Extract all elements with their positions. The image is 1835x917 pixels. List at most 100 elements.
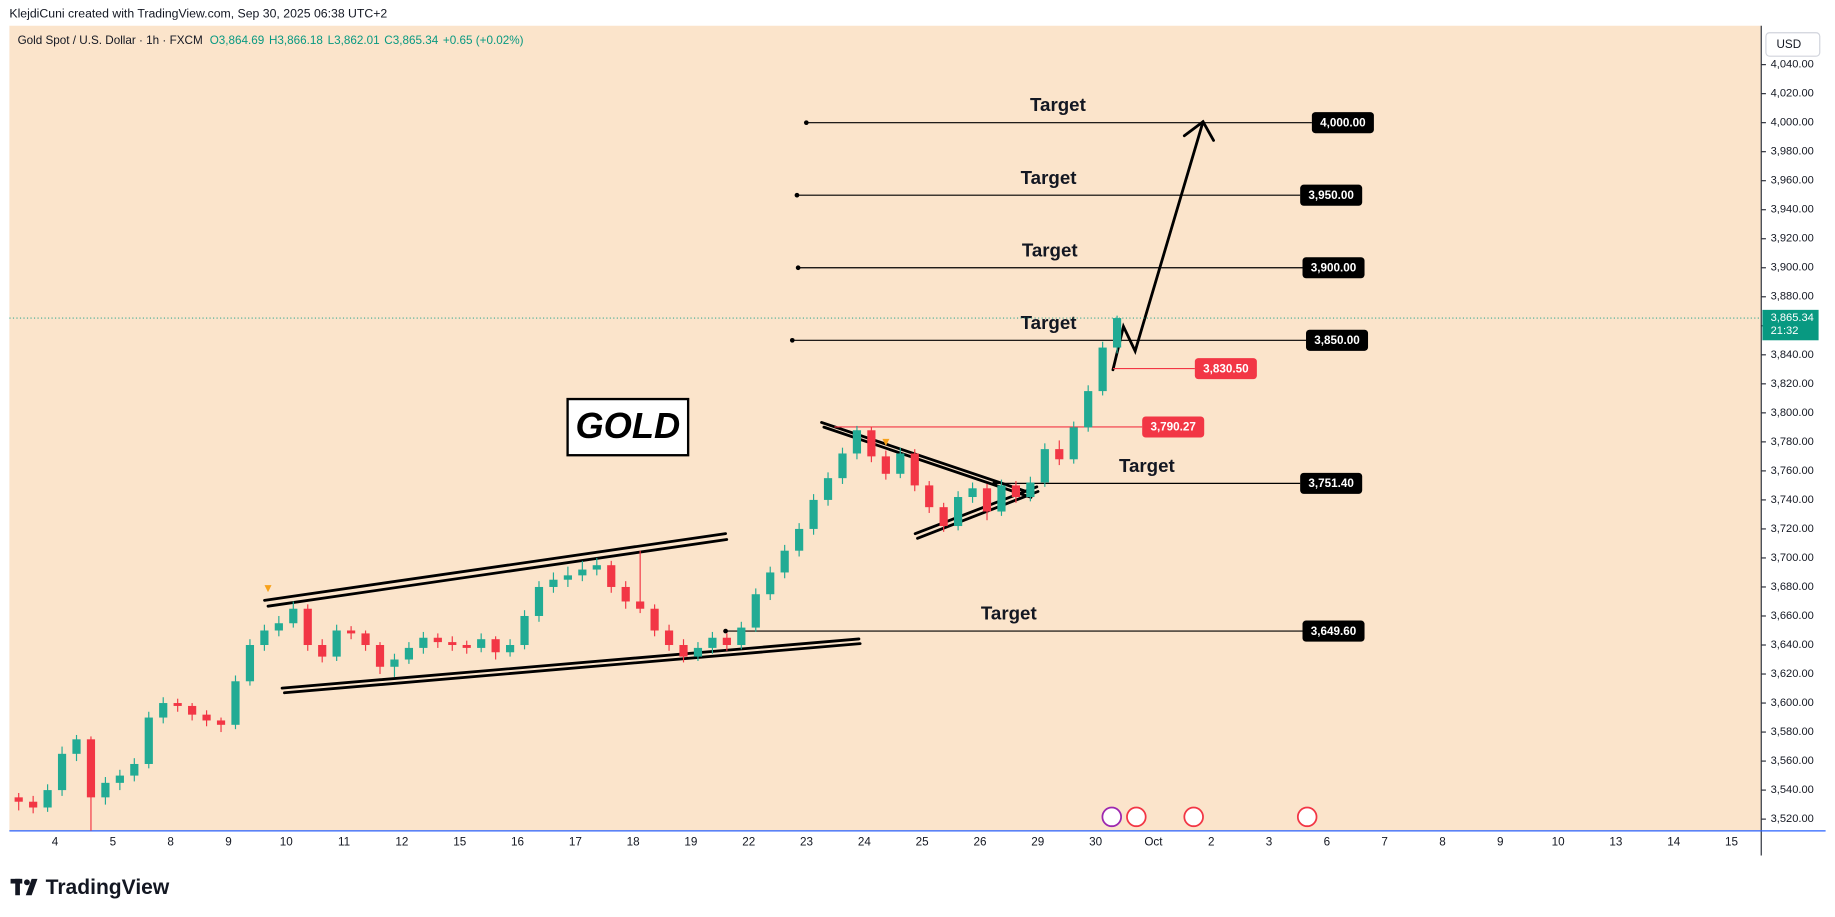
level-anchor: [723, 628, 728, 634]
level-label: 3,950.00: [1308, 189, 1354, 202]
x-tick-label: 5: [110, 836, 117, 849]
candle-body: [722, 637, 731, 646]
candle-body: [1040, 449, 1049, 483]
candle-body: [448, 642, 457, 646]
candle-body: [607, 565, 616, 587]
y-tick-label: 3,600.00: [1771, 697, 1814, 709]
event-icon[interactable]: [1183, 806, 1204, 828]
logo-shape: [25, 878, 38, 896]
x-tick-label: 2: [1208, 836, 1215, 849]
y-tick-label: 3,580.00: [1771, 726, 1814, 738]
candle-body: [809, 499, 818, 529]
level-label: 3,900.00: [1311, 261, 1357, 274]
level-box: [1300, 184, 1363, 206]
candle-body: [86, 739, 96, 798]
candle-body: [505, 645, 515, 653]
x-tick-label: 15: [453, 836, 467, 849]
candle-body: [795, 528, 804, 551]
y-tick-label: 3,620.00: [1771, 668, 1814, 680]
level-box: [1194, 358, 1257, 380]
level-anchor: [794, 192, 800, 198]
level-box: [1302, 257, 1365, 279]
candle-body: [1098, 347, 1107, 392]
y-tick-label: 3,720.00: [1771, 523, 1814, 535]
y-tick-label: 3,920.00: [1771, 233, 1814, 245]
x-tick-label: 8: [1439, 836, 1446, 849]
x-tick-label: 26: [973, 836, 986, 849]
candle-body: [693, 647, 703, 657]
candle-body: [982, 488, 992, 512]
x-tick-label: 29: [1031, 836, 1044, 849]
ohlc: O3,864.69: [210, 34, 265, 47]
level-anchor: [803, 120, 809, 126]
level-label: 3,850.00: [1314, 334, 1360, 347]
y-tick-label: 3,900.00: [1771, 262, 1814, 274]
y-tick-label: 3,700.00: [1771, 552, 1814, 564]
y-tick-label: 3,760.00: [1771, 465, 1814, 477]
candle-body: [549, 579, 558, 587]
candle-body: [188, 705, 197, 715]
y-tick-label: 3,520.00: [1771, 813, 1814, 825]
candle-body: [939, 507, 948, 527]
candle-body: [303, 608, 312, 646]
event-icon[interactable]: [1101, 806, 1122, 828]
brand: TradingView: [46, 876, 170, 899]
y-tick-label: 3,540.00: [1771, 784, 1814, 796]
level-text: Target: [1021, 167, 1077, 188]
x-tick-label: 13: [1609, 836, 1622, 849]
candle-body: [57, 753, 67, 791]
candle-body: [462, 645, 471, 648]
candle-body: [1084, 391, 1093, 428]
candle-body: [216, 720, 226, 725]
candle-body: [997, 485, 1006, 512]
candle-body: [766, 572, 775, 595]
candle-body: [751, 594, 760, 628]
symbol: Gold Spot / U.S. Dollar · 1h · FXCM: [18, 34, 203, 47]
candle-body: [1055, 449, 1064, 460]
event-icon[interactable]: [1126, 806, 1147, 828]
candle-body: [477, 639, 486, 648]
title-box: [566, 397, 690, 457]
candle-body: [1112, 318, 1122, 348]
ohlc: C3,865.34: [384, 34, 438, 47]
y-tick-label: 3,960.00: [1771, 175, 1814, 187]
currency-button[interactable]: [1765, 32, 1821, 57]
candle-body: [332, 630, 341, 657]
candle-body: [881, 456, 890, 474]
x-tick-label: 8: [167, 836, 174, 849]
candle-body: [361, 633, 370, 646]
level-label: 4,000.00: [1320, 116, 1366, 129]
level-anchor: [992, 481, 998, 486]
candle-body: [737, 627, 746, 646]
level-box: [1142, 416, 1205, 438]
level-box: [1302, 620, 1365, 642]
drawings: [263, 119, 1215, 695]
event-icons: [1101, 806, 1318, 828]
candle-body: [925, 485, 934, 508]
candle-body: [347, 630, 356, 634]
candle-body: [896, 453, 905, 474]
y-tick-label: 4,000.00: [1771, 117, 1814, 129]
x-tick-label: 7: [1381, 836, 1388, 849]
currency[interactable]: USD: [1776, 38, 1801, 51]
x-tick-label: 10: [280, 836, 294, 849]
y-tick-label: 3,800.00: [1771, 407, 1814, 419]
level-text: Target: [981, 603, 1037, 624]
x-tick-label: 19: [684, 836, 697, 849]
y-tick-label: 3,880.00: [1771, 291, 1814, 303]
candle-body: [29, 801, 38, 808]
level-label: 3,649.60: [1311, 625, 1357, 638]
last-price-label: 3,865.34: [1771, 312, 1814, 324]
brand-logo: [10, 878, 38, 896]
y-tick-label: 3,840.00: [1771, 349, 1814, 361]
candle-body: [159, 703, 168, 718]
candle-body: [245, 645, 255, 682]
candle-body: [708, 637, 717, 648]
x-tick-label: 30: [1089, 836, 1103, 849]
event-icon[interactable]: [1296, 806, 1318, 828]
ohlc: +0.65 (+0.02%): [443, 34, 524, 47]
candle-body: [390, 659, 399, 667]
level-label: 3,751.40: [1308, 477, 1354, 490]
trendline: [282, 642, 862, 695]
